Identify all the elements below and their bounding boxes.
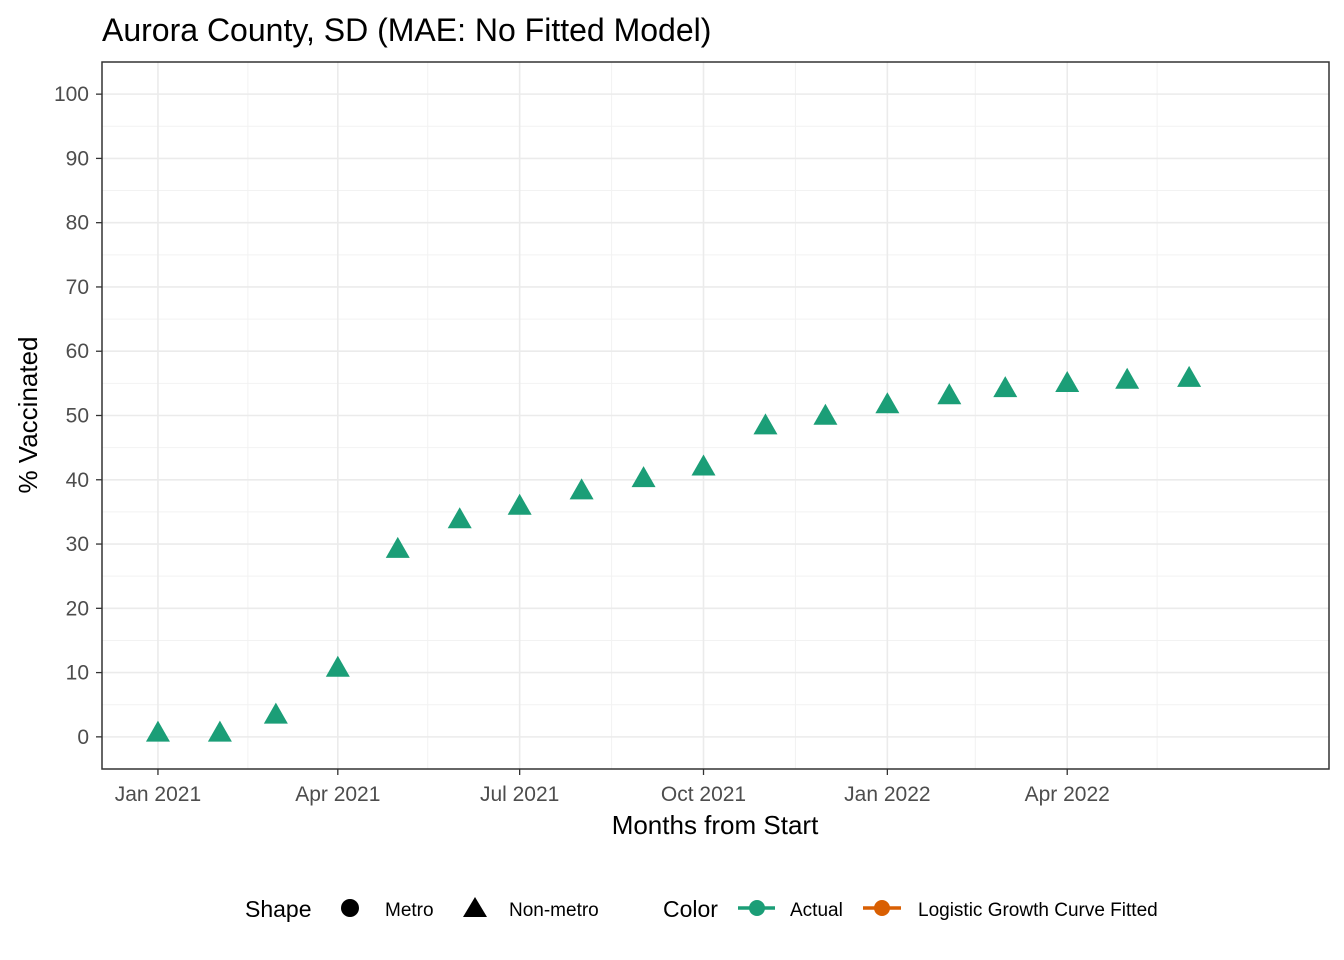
chart-title: Aurora County, SD (MAE: No Fitted Model) — [102, 12, 711, 48]
legend-metro-circle-icon — [341, 899, 359, 917]
x-tick-label: Jul 2021 — [480, 783, 559, 806]
y-tick-label: 90 — [66, 147, 89, 170]
data-point — [753, 413, 778, 435]
data-point — [263, 702, 288, 724]
legend: Shape Metro Non-metro Color Actual Logis… — [245, 896, 1158, 922]
y-axis-ticks: 0 10 20 30 40 50 60 70 80 90 100 — [54, 83, 102, 749]
y-tick-label: 80 — [66, 212, 89, 235]
plot-border — [101, 61, 1330, 770]
y-tick-label: 60 — [66, 340, 89, 363]
y-tick-label: 0 — [77, 726, 89, 749]
x-tick-label: Jan 2022 — [844, 783, 930, 806]
x-tick-label: Oct 2021 — [661, 783, 746, 806]
y-axis-title: % Vaccinated — [13, 336, 43, 493]
data-point — [207, 720, 232, 742]
data-point — [145, 720, 170, 742]
legend-fitted-label: Logistic Growth Curve Fitted — [918, 900, 1158, 921]
data-point — [631, 466, 656, 488]
data-point — [1177, 365, 1202, 387]
x-tick-label: Apr 2021 — [295, 783, 380, 806]
legend-actual-label: Actual — [790, 900, 843, 921]
legend-nonmetro-label: Non-metro — [509, 900, 599, 921]
y-tick-label: 100 — [54, 83, 89, 106]
x-tick-label: Jan 2021 — [115, 783, 201, 806]
y-tick-label: 20 — [66, 597, 89, 620]
y-tick-label: 10 — [66, 662, 89, 685]
x-tick-label: Apr 2022 — [1025, 783, 1110, 806]
y-tick-label: 40 — [66, 469, 89, 492]
data-point — [813, 403, 838, 425]
legend-fitted-dot — [874, 900, 890, 916]
legend-metro-label: Metro — [385, 900, 434, 921]
data-point — [569, 478, 594, 500]
data-point — [507, 493, 532, 515]
legend-nonmetro-triangle-icon — [463, 897, 487, 917]
legend-color-title: Color — [663, 896, 718, 922]
y-tick-label: 70 — [66, 276, 89, 299]
major-gridlines — [102, 62, 1329, 769]
data-point — [447, 507, 472, 529]
data-point — [1055, 371, 1080, 393]
legend-shape-title: Shape — [245, 896, 312, 922]
data-point — [691, 454, 716, 476]
data-point — [993, 376, 1018, 398]
x-axis-ticks: Jan 2021 Apr 2021 Jul 2021 Oct 2021 Jan 2022… — [115, 769, 1110, 806]
data-points — [145, 365, 1202, 742]
legend-actual-dot — [749, 900, 765, 916]
data-point — [875, 392, 900, 414]
data-point — [385, 536, 410, 558]
data-point — [325, 655, 350, 677]
x-axis-title: Months from Start — [612, 810, 819, 840]
y-tick-label: 50 — [66, 405, 89, 428]
data-point — [937, 383, 962, 405]
y-tick-label: 30 — [66, 533, 89, 556]
data-point — [1115, 367, 1140, 389]
